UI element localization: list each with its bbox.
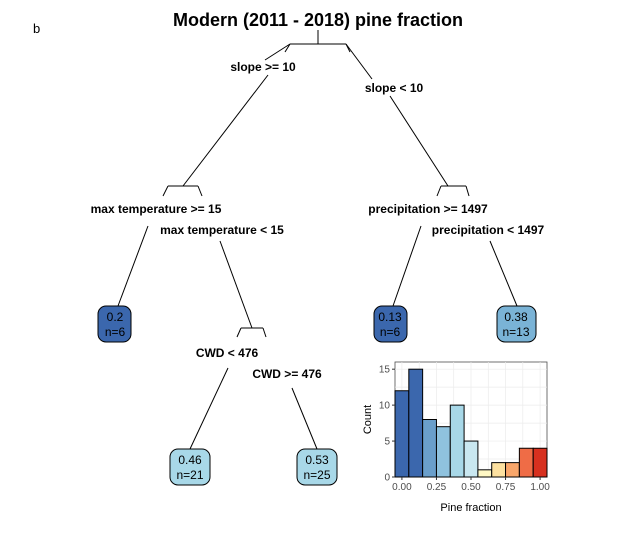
histogram-bar [394, 390, 410, 478]
leaf-node: 0.46 n=21 [169, 448, 211, 486]
histogram-axes: 0.00 0.25 0.50 0.75 1.00 0 5 10 15 [379, 365, 550, 493]
x-tick-label: 1.00 [530, 482, 550, 493]
panel-label: b [33, 21, 40, 36]
edge-maxtemp-right [219, 240, 253, 329]
edge-maxtemp-left [117, 225, 149, 307]
edge-cwd-right [291, 387, 318, 450]
pine-fraction-histogram: 0.00 0.25 0.50 0.75 1.00 0 5 10 15 Pine fraction… [362, 361, 550, 514]
edge-cwd-left [189, 367, 229, 450]
histogram-bar [422, 419, 437, 478]
y-tick-label: 5 [384, 437, 390, 448]
leaf-value: 0.46 [178, 453, 202, 467]
split-cwd-right: CWD >= 476 [252, 367, 322, 381]
leaf-count: n=25 [303, 468, 330, 482]
y-tick-label: 0 [384, 473, 390, 484]
split-slope-left: slope >= 10 [230, 60, 296, 74]
leaf-node: 0.13 n=6 [373, 305, 408, 343]
histogram-bar [477, 469, 493, 478]
leaf-value: 0.38 [504, 310, 528, 324]
edge-root-right [345, 43, 373, 80]
right-split-bracket [436, 185, 470, 197]
leaf-node: 0.38 n=13 [496, 305, 537, 343]
histogram-bar [505, 462, 520, 478]
histogram-bar [463, 440, 479, 478]
edge-root-right-lower [389, 95, 449, 187]
page-title: Modern (2011 - 2018) pine fraction [173, 10, 463, 30]
y-tick-label: 10 [379, 401, 391, 412]
split-slope-right: slope < 10 [365, 81, 424, 95]
histogram-bar [449, 404, 465, 478]
split-maxtemp-left: max temperature >= 15 [91, 202, 222, 216]
x-tick-label: 0.25 [427, 482, 447, 493]
cwd-split-bracket [236, 327, 267, 338]
left-split-bracket [162, 185, 203, 197]
y-axis-title: Count [362, 405, 374, 434]
leaf-value: 0.2 [107, 310, 124, 324]
histogram-bar [491, 462, 507, 478]
edge-root-left [182, 74, 269, 187]
histogram-bar [408, 368, 424, 478]
leaf-node: 0.2 n=6 [97, 305, 132, 343]
leaf-count: n=6 [105, 325, 126, 339]
split-precip-right: precipitation < 1497 [432, 223, 545, 237]
edge-precip-right [489, 240, 518, 307]
x-tick-label: 0.50 [461, 482, 481, 493]
leaf-value: 0.13 [378, 310, 402, 324]
leaf-count: n=21 [176, 468, 203, 482]
edge-precip-left [392, 225, 422, 307]
split-cwd-left: CWD < 476 [196, 346, 259, 360]
y-tick-label: 15 [379, 365, 391, 376]
histogram-bar [532, 447, 548, 478]
x-tick-label: 0.75 [496, 482, 516, 493]
split-precip-left: precipitation >= 1497 [368, 202, 488, 216]
leaf-node: 0.53 n=25 [296, 448, 338, 486]
leaf-count: n=6 [380, 325, 401, 339]
split-maxtemp-right: max temperature < 15 [160, 223, 284, 237]
leaf-value: 0.53 [305, 453, 329, 467]
histogram-bar [518, 447, 534, 478]
x-tick-label: 0.00 [392, 482, 412, 493]
x-axis-title: Pine fraction [440, 502, 501, 514]
root-split-bracket [264, 30, 351, 61]
leaf-count: n=13 [502, 325, 529, 339]
histogram-bar [435, 426, 451, 478]
